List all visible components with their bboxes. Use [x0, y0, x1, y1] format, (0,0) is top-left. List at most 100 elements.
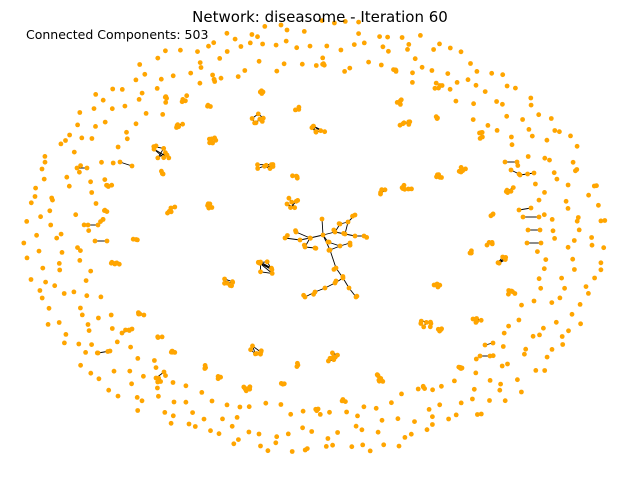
graph-node — [258, 443, 263, 449]
graph-node — [487, 378, 493, 383]
graph-node — [208, 428, 213, 434]
graph-node — [58, 231, 64, 237]
graph-node — [269, 265, 274, 271]
graph-node — [77, 110, 83, 115]
graph-node — [533, 368, 539, 373]
graph-node — [39, 166, 45, 172]
graph-node — [137, 62, 143, 67]
graph-node — [153, 375, 159, 381]
graph-node — [85, 322, 91, 327]
graph-node — [202, 363, 208, 368]
graph-node — [56, 320, 62, 325]
graph-node — [500, 72, 506, 78]
graph-node — [205, 201, 211, 207]
graph-node — [255, 34, 260, 40]
graph-node — [415, 386, 421, 392]
graph-node — [559, 334, 565, 339]
graph-node — [418, 318, 424, 324]
graph-node — [525, 227, 531, 233]
graph-node — [294, 174, 300, 180]
graph-node — [395, 416, 401, 422]
graph-node — [71, 289, 77, 295]
graph-node — [485, 123, 491, 128]
graph-node — [323, 444, 329, 449]
graph-node — [184, 93, 190, 99]
graph-node — [504, 83, 510, 89]
graph-node — [207, 140, 213, 146]
graph-node — [300, 408, 306, 414]
graph-node — [325, 436, 331, 441]
graph-node — [308, 235, 313, 241]
graph-node — [351, 42, 357, 47]
graph-node — [33, 185, 38, 191]
graph-node — [574, 218, 580, 224]
graph-node — [92, 238, 98, 244]
graph-node — [288, 205, 293, 211]
graph-node — [478, 317, 484, 323]
graph-node — [172, 204, 178, 210]
graph-node — [183, 399, 189, 405]
graph-node — [130, 236, 136, 242]
graph-node — [93, 92, 99, 97]
graph-node — [209, 136, 215, 142]
graph-node — [373, 405, 379, 411]
graph-node — [551, 170, 557, 176]
graph-node — [289, 449, 295, 454]
graph-node — [158, 76, 164, 82]
graph-node — [477, 136, 483, 141]
graph-node — [49, 195, 55, 201]
graph-node — [557, 129, 562, 135]
graph-node — [230, 279, 235, 285]
graph-node — [427, 324, 433, 330]
graph-node — [39, 295, 45, 301]
graph-node — [431, 47, 436, 52]
graph-node — [447, 45, 453, 51]
graph-node — [285, 431, 291, 437]
graph-node — [260, 89, 266, 95]
graph-node — [311, 291, 316, 297]
graph-node — [478, 411, 484, 417]
graph-node — [516, 207, 522, 213]
graph-node — [586, 192, 591, 198]
graph-node — [115, 393, 121, 399]
graph-node — [73, 212, 79, 218]
graph-node — [505, 361, 510, 367]
graph-node — [504, 113, 510, 119]
graph-node — [322, 285, 328, 291]
graph-node — [161, 369, 167, 375]
graph-node — [170, 413, 176, 419]
graph-node — [552, 236, 557, 241]
graph-node — [512, 291, 518, 296]
graph-node — [91, 106, 97, 111]
graph-node — [537, 227, 543, 233]
graph-node — [100, 217, 106, 222]
graph-node — [42, 154, 48, 159]
graph-node — [79, 135, 85, 141]
graph-node — [547, 157, 552, 163]
graph-node — [159, 171, 165, 176]
graph-node — [412, 56, 418, 62]
graph-node — [520, 117, 525, 122]
graph-node — [110, 160, 116, 166]
graph-node — [124, 136, 130, 142]
graph-node — [410, 80, 415, 85]
graph-node — [293, 198, 299, 204]
graph-node — [528, 95, 534, 101]
graph-node — [382, 187, 388, 193]
graph-node — [359, 427, 365, 433]
graph-node — [515, 377, 520, 383]
graph-node — [596, 202, 601, 208]
graph-node — [77, 169, 82, 175]
graph-node — [84, 165, 90, 171]
graph-node — [465, 77, 471, 83]
graph-node — [76, 341, 82, 347]
graph-node — [293, 107, 298, 113]
graph-node — [379, 417, 385, 423]
graph-node — [263, 400, 269, 406]
graph-node — [300, 425, 305, 431]
graph-node — [509, 142, 515, 148]
graph-node — [48, 222, 54, 228]
graph-node — [516, 317, 522, 323]
graph-node — [537, 332, 542, 338]
graph-node — [458, 400, 464, 406]
